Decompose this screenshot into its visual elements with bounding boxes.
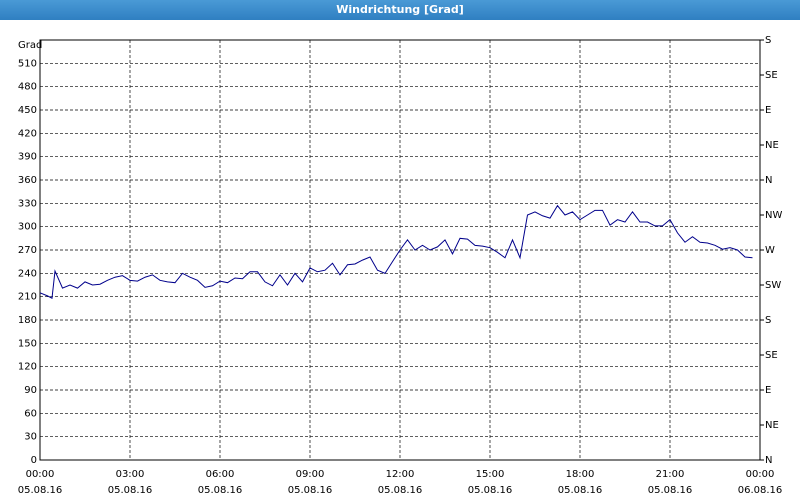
title-bar: Windrichtung [Grad] [0, 0, 800, 20]
y-tick-label: 300 [18, 222, 37, 233]
y-tick-label: 240 [18, 268, 37, 279]
y2-tick-label: NE [765, 420, 779, 431]
y-tick-label: 480 [18, 82, 37, 93]
y-tick-label: 270 [18, 245, 37, 256]
y-tick-label: 210 [18, 292, 37, 303]
y2-tick-label: E [765, 385, 771, 396]
y-tick-label: 180 [18, 315, 37, 326]
x-tick-date: 05.08.16 [108, 485, 153, 496]
x-tick-date: 06.08.16 [738, 485, 783, 496]
y-tick-label: 60 [24, 408, 37, 419]
x-tick-date: 05.08.16 [378, 485, 423, 496]
y-tick-label: 450 [18, 105, 37, 116]
x-tick-label: 00:00 [746, 469, 775, 480]
y-tick-label: 30 [24, 432, 37, 443]
y-tick-label: 90 [24, 385, 37, 396]
x-tick-date: 05.08.16 [288, 485, 333, 496]
y2-tick-label: N [765, 455, 772, 466]
x-tick-label: 15:00 [476, 469, 505, 480]
y-tick-label: 390 [18, 152, 37, 163]
y2-tick-label: SE [765, 70, 778, 81]
x-tick-label: 00:00 [26, 469, 55, 480]
x-tick-date: 05.08.16 [18, 485, 63, 496]
y-tick-label: 420 [18, 128, 37, 139]
y2-tick-label: SW [765, 280, 781, 291]
x-tick-date: 05.08.16 [558, 485, 603, 496]
y-tick-label: 150 [18, 338, 37, 349]
y2-tick-label: SE [765, 350, 778, 361]
x-tick-label: 21:00 [656, 469, 685, 480]
y-axis-label: Grad [18, 40, 42, 51]
y-tick-label: 0 [31, 455, 37, 466]
x-tick-label: 12:00 [386, 469, 415, 480]
x-tick-label: 18:00 [566, 469, 595, 480]
data-line [39, 204, 753, 300]
x-tick-label: 06:00 [206, 469, 235, 480]
y-tick-label: 510 [18, 58, 37, 69]
y-tick-label: 360 [18, 175, 37, 186]
x-tick-label: 09:00 [296, 469, 325, 480]
y2-tick-label: NE [765, 140, 779, 151]
y-tick-label: 120 [18, 362, 37, 373]
x-tick-label: 03:00 [116, 469, 145, 480]
y2-tick-label: E [765, 105, 771, 116]
x-tick-date: 05.08.16 [198, 485, 243, 496]
x-tick-date: 05.08.16 [468, 485, 513, 496]
y2-tick-label: NW [765, 210, 782, 221]
y2-tick-label: S [765, 315, 771, 326]
y2-tick-label: W [765, 245, 775, 256]
y2-tick-label: S [765, 35, 771, 46]
y-tick-label: 330 [18, 198, 37, 209]
x-tick-date: 05.08.16 [648, 485, 693, 496]
y2-tick-label: N [765, 175, 772, 186]
